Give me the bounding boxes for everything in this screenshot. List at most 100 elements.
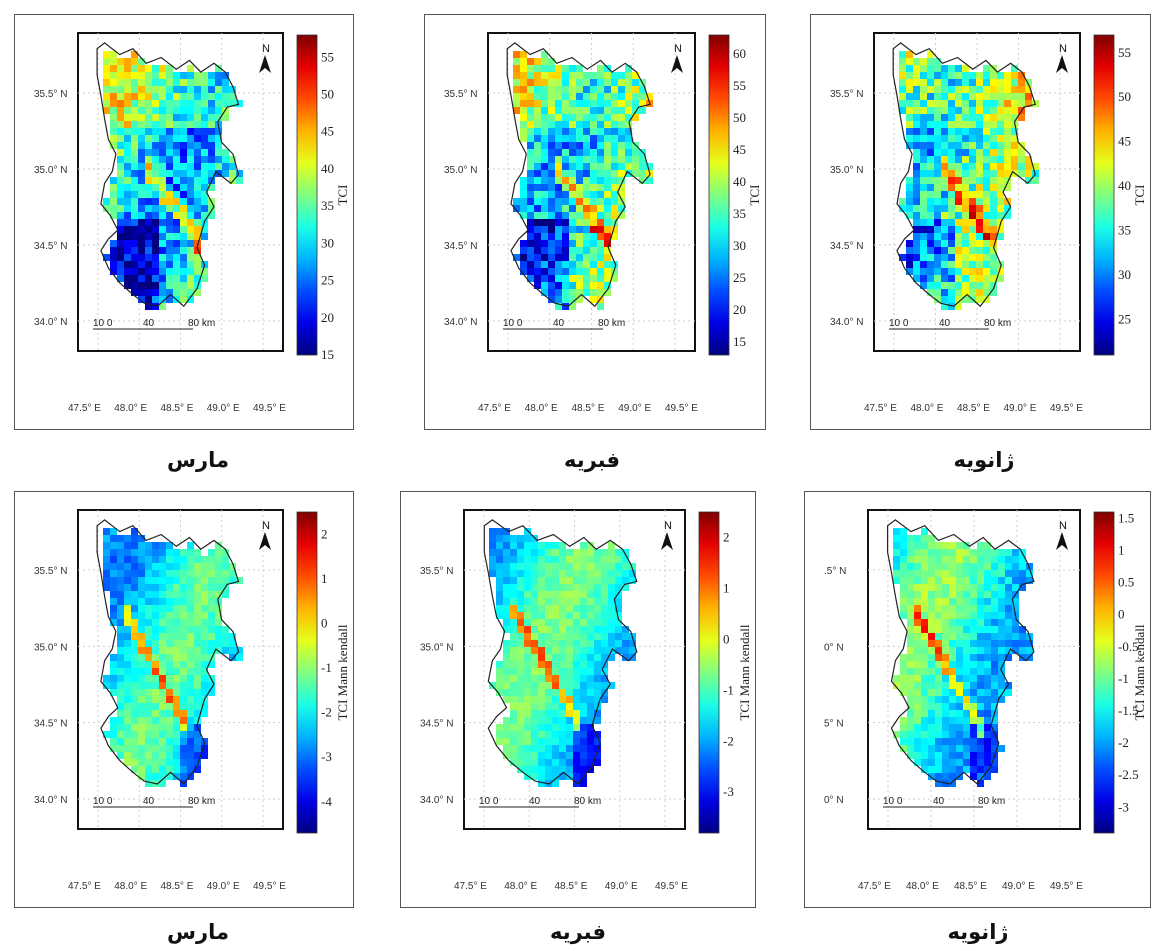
scale-label: 10 0 (479, 796, 499, 807)
raster-cells (489, 528, 636, 787)
y-tick-label: .5° N (824, 566, 846, 577)
x-tick-label: 48.5° E (555, 881, 588, 892)
scale-label: 40 (529, 796, 541, 807)
scale-label: 10 0 (93, 318, 113, 329)
colorbar-tick-label: -1 (723, 682, 734, 697)
x-tick-label: 48.5° E (161, 403, 194, 414)
y-tick-label: 35.5° N (34, 89, 67, 100)
x-tick-label: 48.0° E (911, 403, 944, 414)
colorbar-tick-label: 50 (733, 110, 746, 125)
colorbar-label: TCI (747, 185, 762, 206)
y-tick-label: 0° N (824, 642, 844, 653)
colorbar-tick-label: 1 (321, 571, 328, 586)
x-tick-label: 48.5° E (572, 403, 605, 414)
y-tick-label: 34.0° N (34, 795, 67, 806)
x-tick-label: 47.5° E (478, 403, 511, 414)
scale-label: 10 0 (93, 796, 113, 807)
caption-bottom-march: مارس (167, 920, 229, 944)
colorbar-tick-label: -3 (1118, 799, 1129, 814)
colorbar-tick-label: 20 (733, 302, 746, 317)
colorbar-label: TCI (1132, 185, 1147, 206)
colorbar-tick-label: -1 (1118, 671, 1129, 686)
colorbar (698, 511, 720, 834)
north-arrow-icon (259, 55, 271, 73)
caption-top-march: مارس (167, 448, 229, 472)
scale-label: 40 (939, 318, 951, 329)
province-outline (886, 519, 1035, 785)
colorbar (296, 511, 318, 834)
north-label: N (674, 43, 682, 55)
x-tick-label: 49.5° E (1050, 881, 1083, 892)
x-tick-label: 48.0° E (525, 403, 558, 414)
colorbar-tick-label: -4 (321, 794, 332, 809)
colorbar-tick-label: 50 (1118, 89, 1131, 104)
x-tick-label: 48.5° E (957, 403, 990, 414)
colorbar-tick-label: 30 (1118, 267, 1131, 282)
colorbar-tick-label: 0 (723, 631, 730, 646)
colorbar-tick-label: 2 (723, 529, 730, 544)
x-tick-label: 48.5° E (954, 881, 987, 892)
north-label: N (262, 43, 270, 55)
scale-label: 80 km (188, 318, 215, 329)
raster-cells (899, 51, 1039, 310)
x-tick-label: 49.5° E (655, 881, 688, 892)
province-outline (483, 519, 638, 785)
colorbar-tick-label: 40 (321, 161, 334, 176)
caption-top-january: ژانویه (953, 448, 1015, 472)
colorbar-tick-label: -0.5 (1118, 639, 1139, 654)
colorbar-tick-label: -2 (723, 733, 734, 748)
colorbar-tick-label: 30 (321, 235, 334, 250)
raster-cells (513, 51, 653, 310)
x-tick-label: 49.5° E (1050, 403, 1083, 414)
map-svg: N 10 0 40 80 km 47.5° E 48.0° E 48.5° E 49.0° E… (824, 509, 1147, 892)
north-arrow-icon (1056, 55, 1068, 73)
colorbar-tick-label: 50 (321, 87, 334, 102)
colorbar-tick-label: 0 (1118, 607, 1125, 622)
scale-label: 80 km (188, 796, 215, 807)
caption-bottom-february: فبریه (549, 920, 606, 944)
colorbar-label: TCI Mann kendall (1132, 624, 1147, 720)
scale-label: 80 km (598, 318, 625, 329)
scale-label: 80 km (574, 796, 601, 807)
map-panel-january-tci: N 10 0 40 80 km 47.5° E 48.0° E 48.5° E 49.0° E… (810, 14, 1151, 430)
map-panel-february-tci: N 10 0 40 80 km 47.5° E 48.0° E 48.5° E 49.0° E… (424, 14, 766, 430)
y-tick-label: 34.5° N (34, 719, 67, 730)
north-arrow-icon (671, 55, 683, 73)
colorbar-tick-label: 2 (321, 526, 328, 541)
north-arrow-icon (1056, 532, 1068, 550)
scale-label: 10 0 (889, 318, 909, 329)
colorbar-label: TCI (335, 185, 350, 206)
colorbar (708, 34, 730, 356)
y-tick-label: 35.0° N (34, 642, 67, 653)
north-label: N (664, 520, 672, 532)
y-tick-label: 35.5° N (444, 89, 477, 100)
x-tick-label: 48.0° E (114, 403, 147, 414)
x-tick-label: 47.5° E (68, 881, 101, 892)
colorbar-tick-label: 30 (733, 238, 746, 253)
x-tick-label: 49.0° E (618, 403, 651, 414)
north-label: N (1059, 43, 1067, 55)
colorbar-tick-label: -2 (1118, 735, 1129, 750)
y-tick-label: 5° N (824, 719, 844, 730)
x-tick-label: 49.5° E (253, 881, 286, 892)
scale-label: 40 (143, 318, 155, 329)
colorbar-tick-label: -2.5 (1118, 767, 1139, 782)
caption-top-february: فبریه (563, 448, 620, 472)
colorbar-tick-label: 20 (321, 310, 334, 325)
colorbar-tick-label: 1 (723, 580, 730, 595)
colorbar-label: TCI Mann kendall (335, 624, 350, 720)
colorbar-tick-label: 40 (1118, 178, 1131, 193)
x-tick-label: 49.5° E (253, 403, 286, 414)
x-tick-label: 48.0° E (114, 881, 147, 892)
colorbar-tick-label: 35 (733, 206, 746, 221)
north-arrow-icon (661, 532, 673, 550)
map-svg: N 10 0 40 80 km 47.5° E 48.0° E 48.5° E 49.0° E… (420, 509, 752, 892)
colorbar-tick-label: 55 (321, 49, 334, 64)
x-tick-label: 49.0° E (207, 403, 240, 414)
scale-label: 40 (143, 796, 155, 807)
x-tick-label: 49.0° E (1004, 403, 1037, 414)
y-tick-label: 35.0° N (444, 165, 477, 176)
colorbar-tick-label: 45 (733, 142, 746, 157)
map-panel-march-tci: N 10 0 40 80 km 47.5° E 48.0° E 48.5° E 49.0° E… (14, 14, 354, 430)
y-tick-label: 34.5° N (444, 241, 477, 252)
